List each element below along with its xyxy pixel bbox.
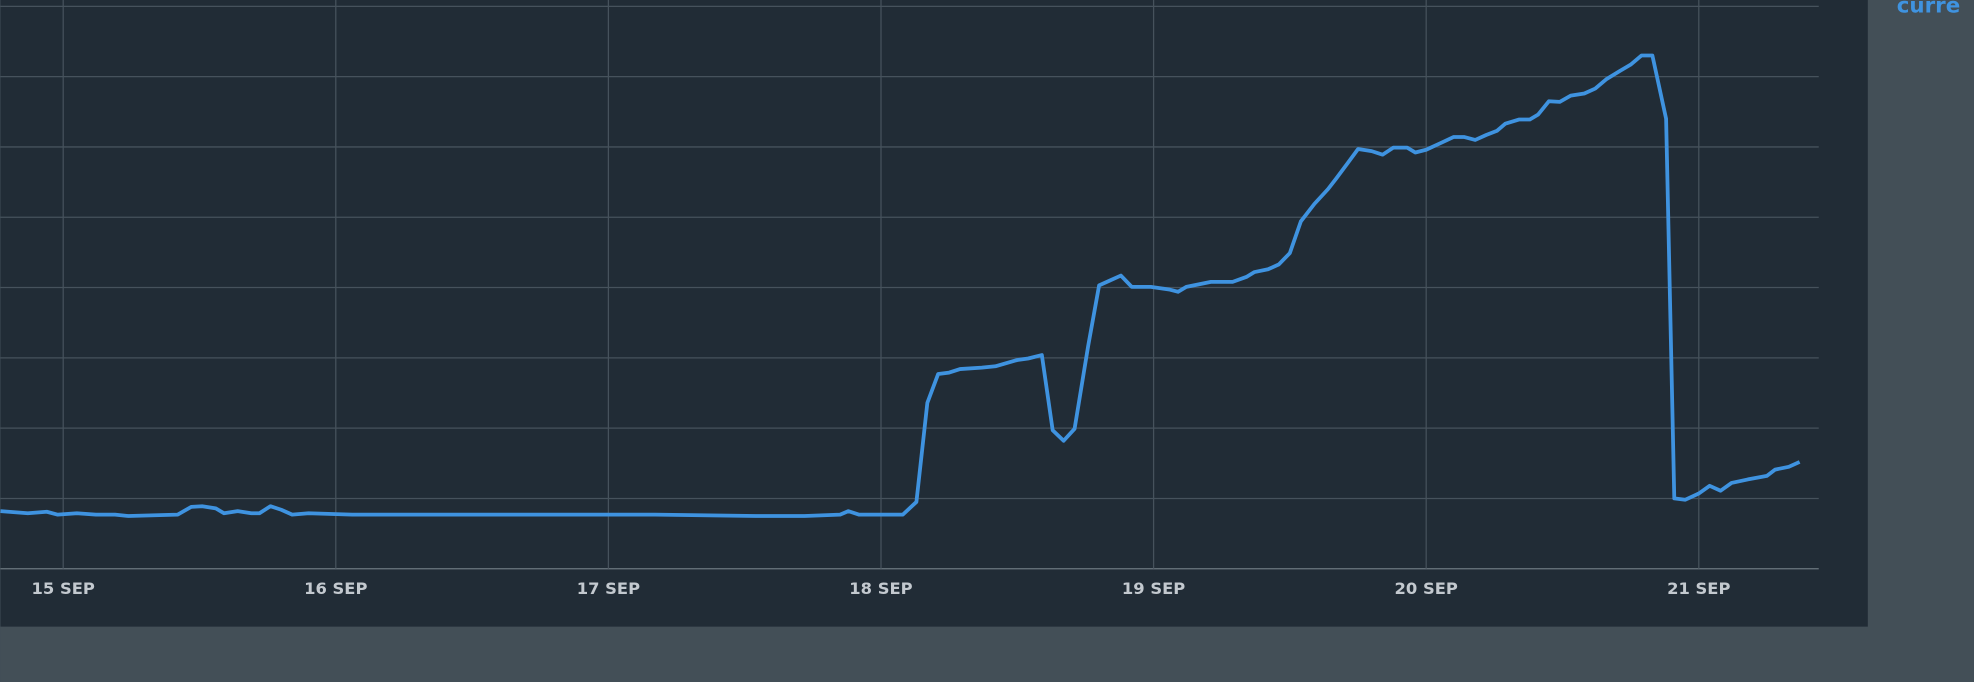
data-line [0, 53, 1801, 518]
chart-panel [0, 0, 1868, 627]
x-tick-label: 18 SEP [849, 579, 912, 598]
x-tick-label: 20 SEP [1395, 579, 1458, 598]
series-label: curre [1897, 0, 1960, 19]
x-tick-label: 17 SEP [577, 579, 640, 598]
x-tick-label: 15 SEP [32, 579, 95, 598]
x-tick-label: 16 SEP [304, 579, 367, 598]
x-tick-label: 21 SEP [1667, 579, 1730, 598]
x-tick-label: 19 SEP [1122, 579, 1185, 598]
